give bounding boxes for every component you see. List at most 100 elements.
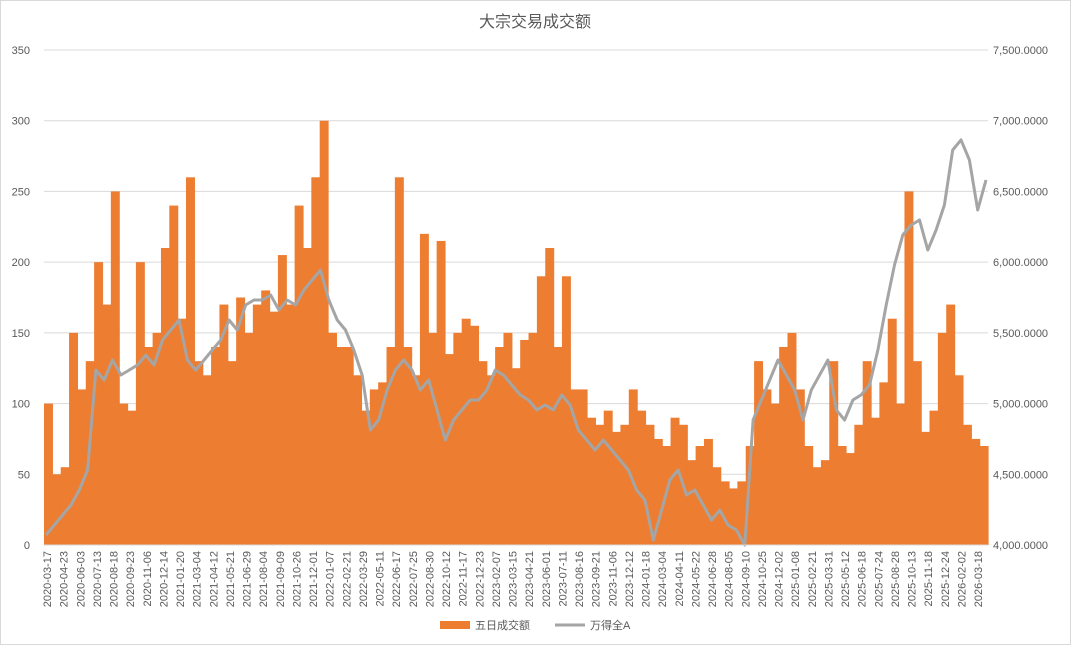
bar xyxy=(896,403,906,545)
x-axis-tick-label: 2022-02-21 xyxy=(341,551,353,607)
bar xyxy=(503,332,513,545)
bar xyxy=(595,424,605,545)
bar xyxy=(570,389,580,545)
x-axis-tick-label: 2023-11-06 xyxy=(607,551,619,606)
bar xyxy=(478,361,488,545)
bar xyxy=(286,304,296,545)
bar xyxy=(261,290,271,545)
x-axis-tick-label: 2023-02-07 xyxy=(491,551,503,607)
x-axis-tick-label: 2025-07-24 xyxy=(873,551,885,607)
bar xyxy=(444,354,454,545)
bar xyxy=(561,276,571,545)
x-axis-tick-label: 2021-12-01 xyxy=(308,551,320,607)
bar xyxy=(829,361,839,545)
right-axis-tick-label: 6,500.0000 xyxy=(993,186,1048,198)
x-axis-tick-label: 2021-09-09 xyxy=(275,551,287,607)
left-axis-tick-label: 0 xyxy=(24,540,30,552)
bar xyxy=(712,467,722,545)
bar xyxy=(954,375,964,545)
bar xyxy=(845,453,855,545)
x-axis-tick-label: 2023-12-12 xyxy=(624,551,636,607)
bar xyxy=(754,361,764,545)
bar xyxy=(703,438,713,545)
bar xyxy=(695,446,705,545)
bar xyxy=(862,361,872,545)
bar xyxy=(428,332,438,545)
x-axis-tick-label: 2025-06-18 xyxy=(857,551,869,607)
bar xyxy=(403,347,413,545)
left-axis-tick-label: 50 xyxy=(18,469,30,481)
x-axis-tick-label: 2020-04-23 xyxy=(59,551,71,607)
bar xyxy=(854,424,864,545)
legend-label-line: 万得全A xyxy=(590,618,631,632)
bar xyxy=(603,410,613,545)
bar xyxy=(612,431,622,545)
bar xyxy=(344,347,354,545)
bar xyxy=(94,262,104,545)
bar xyxy=(378,382,388,545)
bar xyxy=(52,474,62,545)
bar xyxy=(353,375,363,545)
right-axis-tick-label: 7,000.0000 xyxy=(993,116,1048,128)
bar xyxy=(871,417,880,545)
bar xyxy=(386,347,396,545)
x-axis-tick-label: 2022-10-12 xyxy=(441,551,453,607)
x-axis-tick-label: 2024-05-22 xyxy=(690,551,702,607)
left-axis-tick-label: 100 xyxy=(12,399,30,411)
bar xyxy=(461,318,471,545)
x-axis-tick-label: 2023-09-21 xyxy=(591,551,603,607)
bar xyxy=(762,389,772,545)
bar xyxy=(277,255,287,546)
x-axis-tick-label: 2021-04-12 xyxy=(208,551,220,607)
bar xyxy=(69,332,79,545)
bar xyxy=(252,304,262,545)
left-axis-tick-label: 150 xyxy=(12,328,30,340)
bar xyxy=(520,339,530,545)
bar xyxy=(637,410,647,545)
left-axis-tick-label: 200 xyxy=(12,257,30,269)
x-axis-tick-label: 2022-11-17 xyxy=(458,551,470,606)
x-axis-tick-label: 2025-02-21 xyxy=(807,551,819,607)
x-axis-tick-label: 2020-12-14 xyxy=(158,551,170,607)
bar xyxy=(495,347,505,545)
right-axis-labels: 4,000.0000 4,500.0000 5,000.0000 5,500.0000… xyxy=(993,45,1048,552)
left-axis-tick-label: 350 xyxy=(12,45,30,57)
bar xyxy=(787,332,797,545)
bar xyxy=(804,446,814,545)
bar xyxy=(177,318,187,545)
bar xyxy=(946,304,956,545)
bar-series xyxy=(44,120,989,546)
bar xyxy=(937,332,947,545)
bar xyxy=(486,375,496,545)
bar xyxy=(419,233,429,545)
legend-label-bar: 五日成交额 xyxy=(475,618,530,632)
bar xyxy=(119,403,129,545)
bar xyxy=(912,361,922,545)
bar xyxy=(336,347,346,545)
x-axis-tick-label: 2024-12-02 xyxy=(774,551,786,607)
x-axis-tick-label: 2023-03-15 xyxy=(508,551,520,607)
x-axis-tick-label: 2025-11-18 xyxy=(923,551,935,606)
x-axis-tick-label: 2025-03-31 xyxy=(823,551,835,607)
bar xyxy=(244,332,254,545)
legend: 五日成交额 万得全A xyxy=(440,618,631,632)
x-axis-tick-label: 2023-07-11 xyxy=(557,551,569,606)
bar xyxy=(169,205,179,546)
x-axis-tick-label: 2025-10-13 xyxy=(907,551,919,607)
bar xyxy=(44,403,53,545)
x-axis-tick-label: 2022-03-29 xyxy=(358,551,370,607)
x-axis-tick-label: 2025-01-08 xyxy=(790,551,802,607)
bar xyxy=(77,389,87,545)
bar xyxy=(587,417,596,545)
x-axis-tick-label: 2024-01-18 xyxy=(641,551,653,607)
right-axis-tick-label: 7,500.0000 xyxy=(993,45,1048,57)
bar xyxy=(369,389,379,545)
bar xyxy=(361,410,371,545)
x-axis-tick-label: 2020-07-13 xyxy=(92,551,104,607)
x-axis-tick-label: 2022-07-25 xyxy=(408,551,420,607)
bar xyxy=(194,361,204,545)
bar xyxy=(837,446,847,545)
legend-swatch-bar xyxy=(440,621,470,629)
bar xyxy=(453,332,463,545)
x-axis-tick-label: 2020-08-18 xyxy=(109,551,121,607)
